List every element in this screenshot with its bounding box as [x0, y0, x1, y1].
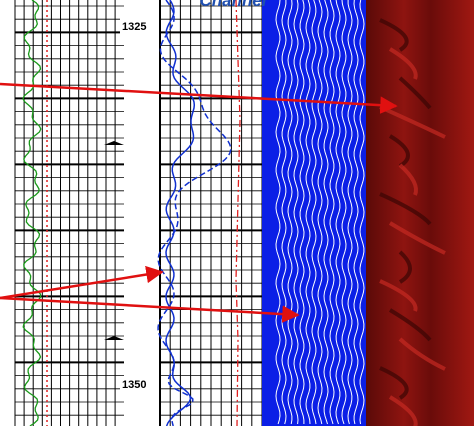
wiggle — [293, 0, 299, 425]
wiggle — [287, 0, 293, 425]
wiggle — [317, 0, 323, 425]
blue-dashed-curve — [157, 0, 232, 426]
wiggle — [323, 0, 329, 425]
log-curves — [22, 0, 232, 426]
wiggle — [347, 0, 353, 425]
wiggle — [275, 0, 281, 425]
streak — [388, 47, 418, 80]
streak — [398, 76, 432, 110]
streak — [388, 221, 446, 255]
streak — [398, 163, 418, 196]
wiggle — [341, 0, 347, 425]
title: Channel — [199, 0, 267, 10]
red-dashdot-curve — [235, 0, 241, 426]
wiggle — [359, 0, 365, 425]
blue-curve — [165, 0, 196, 426]
arrows — [0, 82, 398, 323]
wiggle — [305, 0, 311, 425]
middle-track-grid — [159, 0, 263, 426]
streak — [398, 337, 446, 371]
depth-label: 1325 — [122, 21, 146, 33]
depth-marker — [104, 336, 124, 340]
wiggle — [299, 0, 305, 424]
depth-track — [125, 0, 160, 426]
depth-label-bg — [120, 376, 154, 392]
wiggle — [335, 0, 341, 425]
streak — [379, 279, 418, 312]
wiggle — [281, 0, 287, 425]
seismic-wiggles — [275, 0, 365, 425]
depth-label: 1350 — [122, 379, 146, 391]
streak — [388, 308, 432, 342]
depth-marker — [104, 141, 124, 145]
streak — [388, 134, 410, 168]
streak — [379, 366, 409, 400]
streak — [379, 192, 432, 226]
wiggle — [353, 0, 359, 425]
streak — [388, 395, 418, 426]
depth-label-bg — [120, 18, 154, 34]
wiggle — [329, 0, 335, 425]
gr-curve — [22, 0, 42, 426]
left-track-grid — [14, 0, 161, 426]
streak — [398, 250, 412, 284]
wiggle — [311, 0, 317, 425]
streak — [379, 18, 409, 52]
